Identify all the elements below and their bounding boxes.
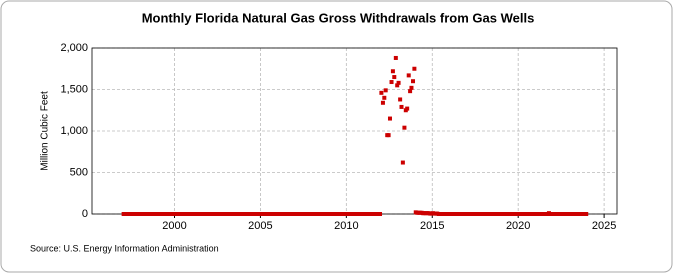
data-point xyxy=(392,75,397,80)
data-point xyxy=(402,125,407,130)
data-point xyxy=(393,55,398,60)
data-point xyxy=(400,160,405,165)
x-tick-label: 2020 xyxy=(506,220,530,232)
data-point xyxy=(411,79,416,84)
data-point xyxy=(412,66,417,71)
data-point xyxy=(383,88,388,93)
data-point xyxy=(396,80,401,85)
source-note: Source: U.S. Energy Information Administ… xyxy=(30,243,219,253)
x-tick-label: 2015 xyxy=(420,220,444,232)
data-point xyxy=(406,73,411,78)
data-point xyxy=(380,100,385,105)
y-tick-label: 2,000 xyxy=(60,42,88,54)
data-point xyxy=(408,89,413,94)
data-point xyxy=(395,83,400,88)
y-tick-label: 1,500 xyxy=(60,83,88,95)
x-tick-label: 2000 xyxy=(162,220,186,232)
data-point xyxy=(390,69,395,74)
x-tick-label: 2005 xyxy=(248,220,272,232)
chart-title: Monthly Florida Natural Gas Gross Withdr… xyxy=(142,10,535,25)
chart-frame xyxy=(0,0,673,273)
y-tick-label: 1,000 xyxy=(60,125,88,137)
data-point xyxy=(399,104,404,109)
y-tick-label: 500 xyxy=(70,166,88,178)
data-point xyxy=(398,97,403,102)
data-point xyxy=(409,85,414,90)
data-point xyxy=(584,212,589,216)
y-tick-label: 0 xyxy=(82,208,88,220)
data-point xyxy=(379,90,384,95)
data-point xyxy=(389,80,394,85)
x-tick-label: 2025 xyxy=(592,220,616,232)
data-point xyxy=(386,133,391,138)
data-point xyxy=(405,106,410,111)
data-point xyxy=(378,212,383,216)
data-point xyxy=(382,95,387,100)
data-point xyxy=(387,116,392,121)
x-tick-label: 2010 xyxy=(334,220,358,232)
y-axis-label: Million Cubic Feet xyxy=(40,91,51,171)
